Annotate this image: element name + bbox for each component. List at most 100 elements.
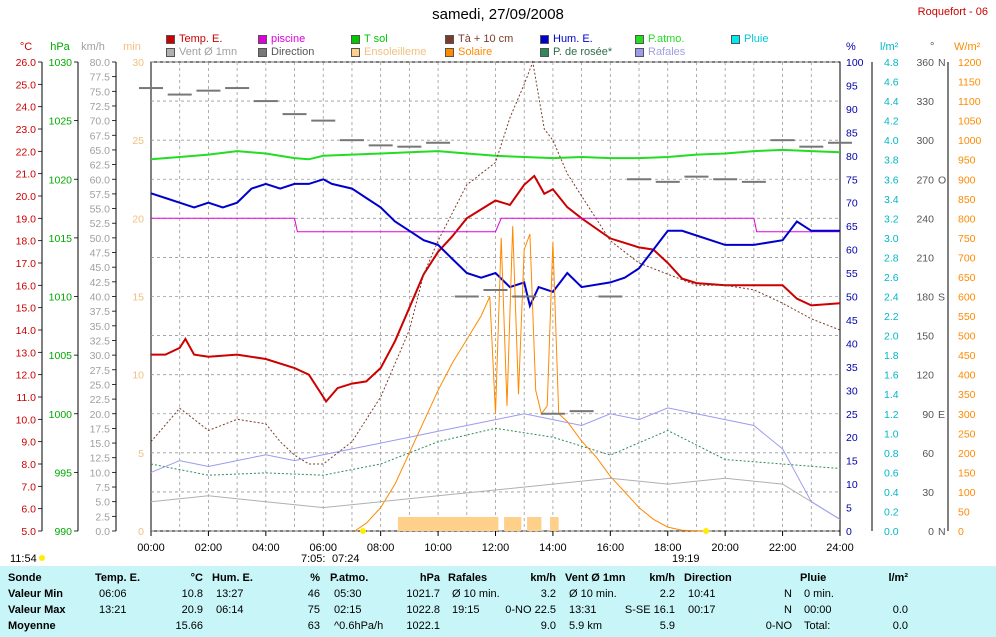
legend-entry: P. de rosée*	[540, 46, 612, 58]
humidity-axis-tick-label: 30	[846, 385, 858, 397]
rain-axis-tick-label: 2.6	[884, 272, 899, 284]
direction-axis-tick-label: 60	[922, 448, 934, 460]
wind-axis-tick-label: 57.5	[90, 189, 111, 201]
wind-axis-unit: km/h	[81, 41, 105, 53]
solar-axis-tick-label: 650	[958, 272, 976, 284]
legend-entry: Rafales	[635, 46, 685, 58]
direction-axis-tick-label: 30	[922, 487, 934, 499]
temp-axis-tick-label: 12.0	[16, 370, 37, 382]
legend-swatch	[731, 34, 740, 44]
wind-axis-tick-label: 37.5	[90, 306, 111, 318]
table-cell-value: N	[784, 604, 792, 616]
humidity-axis-tick-label: 15	[846, 456, 858, 468]
rain-axis-tick-label: 1.8	[884, 350, 899, 362]
temp-axis-tick-label: 14.0	[16, 325, 37, 337]
solar-axis-tick-label: 600	[958, 292, 976, 304]
wind-axis-tick-label: 50.0	[90, 233, 111, 245]
table-cell-value: 1022.1	[406, 620, 440, 632]
table-cell-time: 00:17	[688, 604, 716, 616]
legend-label: Direction	[271, 46, 315, 58]
rain-axis-tick-label: 1.0	[884, 428, 899, 440]
legend-label: Hum. E.	[553, 33, 593, 45]
sun-marker	[360, 528, 366, 534]
time-axis-tick-label: 24:00	[826, 542, 854, 554]
wind-axis-tick-label: 10.0	[90, 467, 111, 479]
series-line	[150, 148, 841, 161]
solar-axis-tick-label: 250	[958, 428, 976, 440]
direction-axis-unit: °	[930, 41, 934, 53]
table-unit: km/h	[649, 572, 675, 584]
direction-axis-tick-label: 0	[928, 526, 934, 538]
time-axis-tick-label: 18:00	[654, 542, 682, 554]
rain-axis-tick-label: 2.8	[884, 252, 899, 264]
solar-axis-tick-label: 200	[958, 448, 976, 460]
humidity-axis-tick-label: 40	[846, 338, 858, 350]
temp-axis-tick-label: 10.0	[16, 414, 37, 426]
rain-axis-tick-label: 0.8	[884, 448, 899, 460]
table-cell-value: 63	[307, 620, 320, 632]
direction-axis-tick-label: 210	[916, 252, 934, 264]
pressure-axis-tick-label: 1025	[49, 116, 73, 128]
legend-entry: Vent Ø 1mn	[166, 46, 237, 58]
legend-entry: P.atmo.	[635, 33, 685, 45]
legend-label: Rafales	[648, 46, 686, 58]
legend-label: Solaire	[458, 46, 493, 58]
pressure-axis-tick-label: 990	[54, 526, 72, 538]
wind-axis-tick-label: 70.0	[90, 116, 111, 128]
solar-axis-tick-label: 300	[958, 409, 976, 421]
direction-axis-cardinal: E	[938, 409, 945, 421]
wind-axis-tick-label: 60.0	[90, 174, 111, 186]
rain-axis-tick-label: 0.2	[884, 506, 899, 518]
table-cell-value: 15.66	[175, 620, 203, 632]
table-cell-value: 2.2	[659, 588, 675, 600]
solar-axis-tick-label: 750	[958, 233, 976, 245]
wind-axis-tick-label: 30.0	[90, 350, 111, 362]
humidity-axis-tick-label: 25	[846, 409, 858, 421]
wind-axis-tick-label: 65.0	[90, 145, 111, 157]
direction-mark	[397, 145, 422, 148]
table-header: Sonde	[8, 572, 42, 584]
legend-label: P. de rosée*	[553, 46, 613, 58]
table-cell-time: Total:	[804, 620, 831, 632]
rain-axis-tick-label: 3.8	[884, 155, 899, 167]
table-cell-time: 13:27	[216, 588, 244, 600]
table-unit: l/m²	[888, 572, 908, 584]
sunshine-block	[550, 517, 559, 531]
table-cell-value: 46	[307, 588, 320, 600]
pressure-axis-tick-label: 1000	[49, 409, 73, 421]
direction-mark	[311, 119, 336, 122]
time-axis-tick-label: 12:00	[482, 542, 510, 554]
table-cell-value: S-SE 16.1	[624, 604, 675, 616]
direction-mark	[426, 141, 451, 144]
sun-axis-tick-label: 25	[132, 135, 144, 147]
temp-axis-tick-label: 17.0	[16, 258, 37, 270]
direction-mark	[713, 178, 738, 181]
solar-axis-tick-label: 800	[958, 213, 976, 225]
rain-axis-tick-label: 4.4	[884, 96, 899, 108]
temp-axis-tick-label: 5.0	[21, 526, 36, 538]
legend-label: Pluie	[744, 33, 769, 45]
temp-axis-tick-label: 26.0	[16, 57, 37, 69]
series-line	[150, 427, 841, 476]
table-header: Hum. E.	[212, 572, 253, 584]
direction-mark	[139, 87, 163, 90]
humidity-axis-tick-label: 95	[846, 80, 858, 92]
solar-axis-tick-label: 1000	[958, 135, 982, 147]
table-column: Direction 10:41 N 00:17 N 0-NO	[684, 566, 792, 637]
temp-axis-unit: °C	[20, 41, 32, 53]
legend-entry: Ensoleilleme	[351, 46, 426, 58]
humidity-axis-tick-label: 90	[846, 104, 858, 116]
temp-axis-tick-label: 18.0	[16, 236, 37, 248]
series-line	[151, 217, 840, 233]
solar-axis-tick-label: 900	[958, 174, 976, 186]
wind-axis-tick-label: 15.0	[90, 438, 111, 450]
solar-axis-tick-label: 400	[958, 370, 976, 382]
temp-axis-tick-label: 19.0	[16, 213, 37, 225]
table-cell-value: 75	[307, 604, 320, 616]
table-column: Temp. E. °C 06:06 10.8 13:21 20.9 15.66	[95, 566, 203, 637]
pressure-axis-tick-label: 1010	[49, 292, 73, 304]
temp-axis-tick-label: 6.0	[21, 504, 36, 516]
station-name: Roquefort - 06	[917, 6, 988, 18]
wind-axis-tick-label: 80.0	[90, 57, 111, 69]
table-unit: °C	[190, 572, 203, 584]
